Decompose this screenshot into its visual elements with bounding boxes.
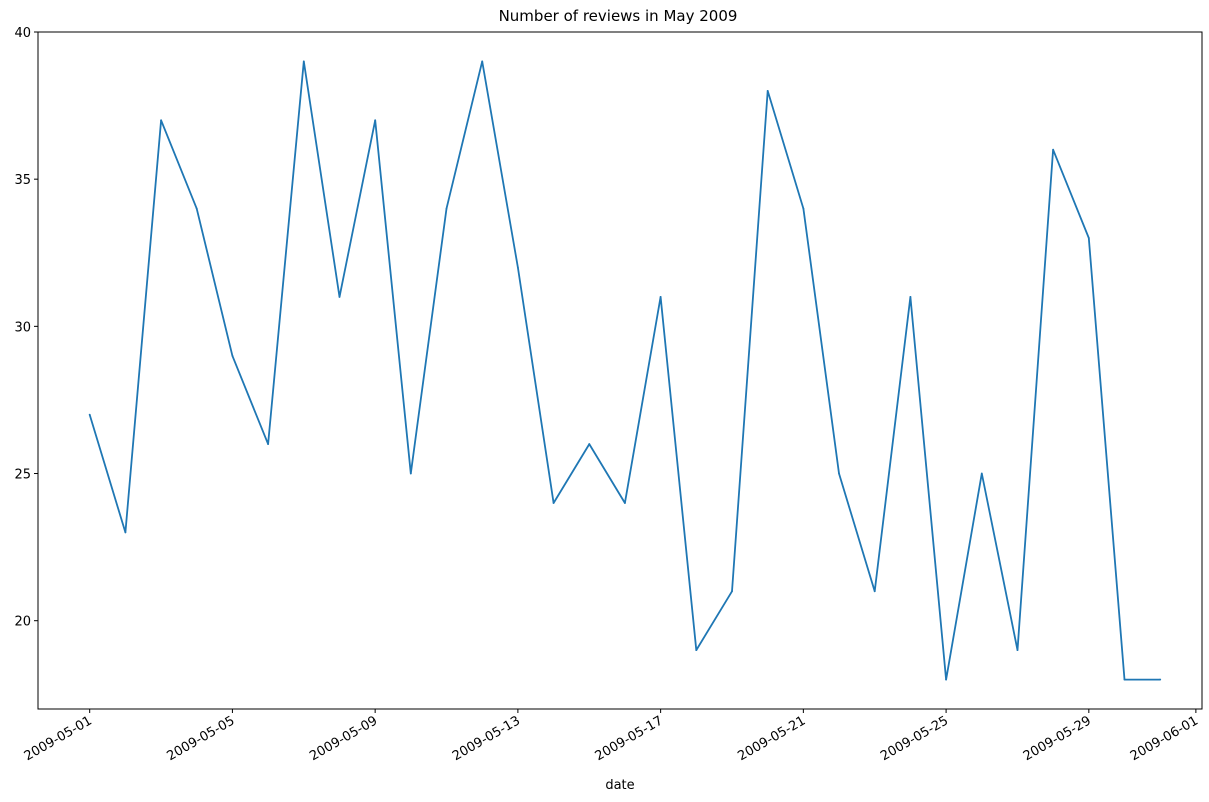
y-tick-label: 35 — [14, 173, 31, 188]
data-point — [766, 89, 769, 92]
data-point — [516, 266, 519, 269]
data-point — [374, 119, 377, 122]
data-point — [659, 296, 662, 298]
data-point — [695, 649, 698, 652]
plot-frame — [37, 31, 1203, 710]
x-tick-label: 2009-05-13 — [450, 713, 523, 764]
data-point — [1016, 649, 1019, 652]
data-point — [909, 296, 912, 298]
data-point — [802, 207, 805, 210]
series-layer — [88, 60, 1162, 681]
data-point — [731, 590, 733, 593]
data-point — [88, 413, 91, 416]
data-point — [409, 472, 412, 475]
x-tick-label: 2009-05-05 — [164, 713, 237, 764]
x-tick-label: 2009-05-17 — [593, 713, 666, 764]
data-point — [231, 354, 234, 357]
data-point — [1159, 678, 1162, 681]
chart-title: Number of reviews in May 2009 — [499, 7, 738, 25]
y-axis: 20 25 30 35 40 — [14, 26, 38, 630]
x-tick-label: 2009-06-01 — [1128, 713, 1201, 764]
data-point — [980, 472, 983, 475]
data-point — [873, 590, 876, 593]
data-point — [338, 296, 341, 298]
data-point — [624, 502, 626, 504]
data-point — [1052, 148, 1055, 151]
data-point — [445, 207, 448, 210]
x-tick-label: 2009-05-29 — [1021, 713, 1094, 764]
series-line — [88, 60, 1161, 681]
data-point — [588, 443, 591, 445]
x-tick-label: 2009-05-09 — [307, 713, 380, 764]
data-point — [838, 472, 840, 475]
data-point — [481, 60, 484, 63]
data-point — [945, 678, 947, 681]
x-tick-label: 2009-05-01 — [22, 713, 95, 764]
data-point — [302, 60, 305, 63]
data-point — [160, 119, 162, 122]
x-tick-label: 2009-05-25 — [878, 713, 951, 764]
x-tick-label: 2009-05-21 — [735, 713, 808, 764]
data-point — [1123, 678, 1126, 681]
y-tick-label: 25 — [14, 468, 31, 483]
data-point — [552, 502, 555, 504]
data-point — [124, 531, 127, 534]
data-point — [267, 443, 270, 445]
y-tick-label: 40 — [14, 26, 31, 41]
data-point — [1087, 237, 1090, 239]
y-tick-label: 20 — [14, 615, 31, 630]
x-axis-label: date — [605, 778, 634, 793]
data-point — [195, 207, 198, 210]
x-axis: 2009-05-01 2009-05-05 2009-05-09 2009-05-13… — [22, 709, 1201, 764]
y-tick-label: 30 — [14, 320, 31, 335]
